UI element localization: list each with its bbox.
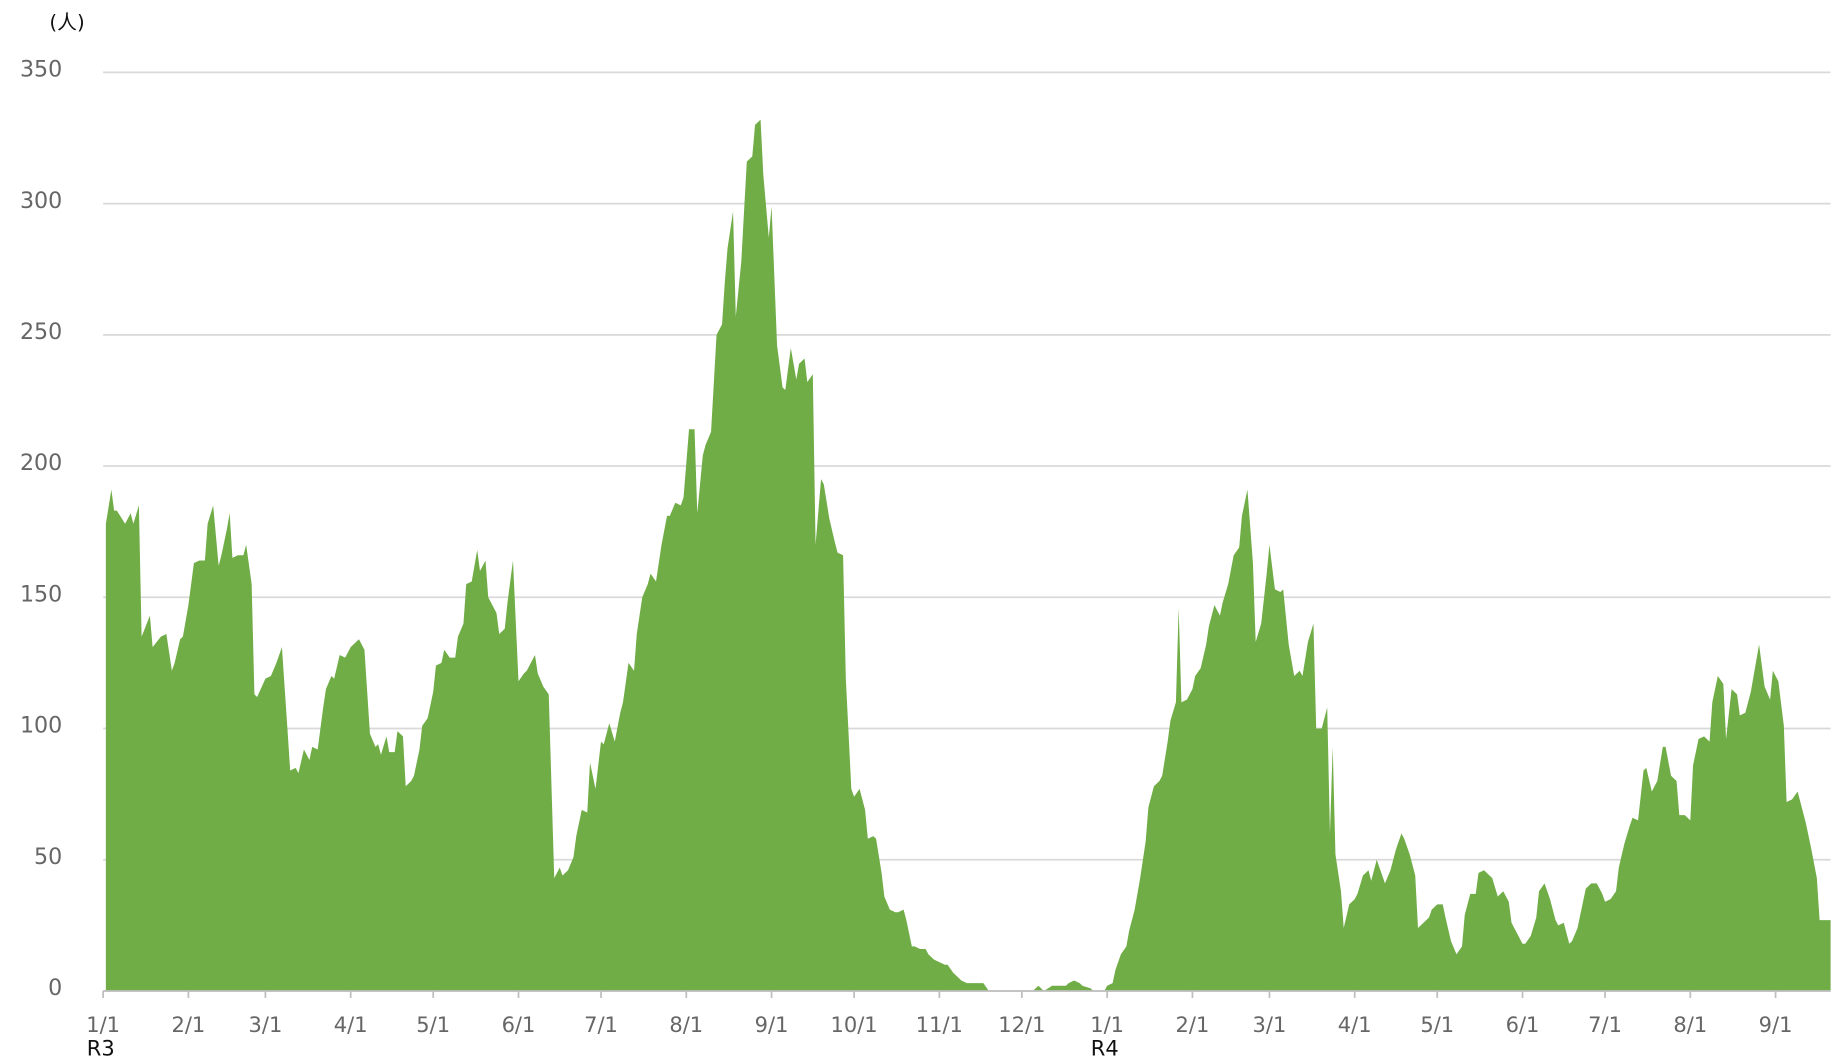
y-tick-label: 200: [20, 450, 62, 476]
x-tick-label: 1/1: [86, 1013, 120, 1037]
x-tick-label: 9/1: [755, 1013, 789, 1037]
x-tick-label: 8/1: [669, 1013, 703, 1037]
x-tick-label: 4/1: [334, 1013, 368, 1037]
x-tick-label: 4/1: [1338, 1013, 1372, 1037]
era-label: R3: [87, 1036, 115, 1060]
area: [105, 119, 1831, 991]
x-tick-label: 12/1: [998, 1013, 1045, 1037]
x-tick-label: 6/1: [502, 1013, 536, 1037]
y-tick-label: 150: [20, 581, 62, 607]
x-tick-label: 1/1: [1090, 1013, 1124, 1037]
x-tick-label: 6/1: [1506, 1013, 1540, 1037]
y-tick-label: 300: [20, 188, 62, 214]
y-tick-label: 0: [48, 975, 62, 1001]
x-tick-label: 5/1: [416, 1013, 450, 1037]
y-tick-label: 250: [20, 319, 62, 345]
era-label: R4: [1091, 1036, 1119, 1060]
x-tick-label: 2/1: [1176, 1013, 1210, 1037]
x-tick-label: 8/1: [1673, 1013, 1707, 1037]
unit-label: (人): [49, 11, 84, 34]
x-tick-label: 9/1: [1759, 1013, 1793, 1037]
x-tick-label: 10/1: [830, 1013, 877, 1037]
x-tick-label: 5/1: [1420, 1013, 1454, 1037]
y-tick-label: 100: [20, 713, 62, 739]
x-tick-label: 3/1: [249, 1013, 283, 1037]
y-tick-label: 350: [20, 57, 62, 83]
x-tick-label: 7/1: [1588, 1013, 1622, 1037]
y-tick-label: 50: [34, 844, 62, 870]
x-tick-label: 2/1: [171, 1013, 205, 1037]
x-tick-label: 3/1: [1253, 1013, 1287, 1037]
x-tick-label: 7/1: [584, 1013, 618, 1037]
x-tick-label: 11/1: [916, 1013, 963, 1037]
